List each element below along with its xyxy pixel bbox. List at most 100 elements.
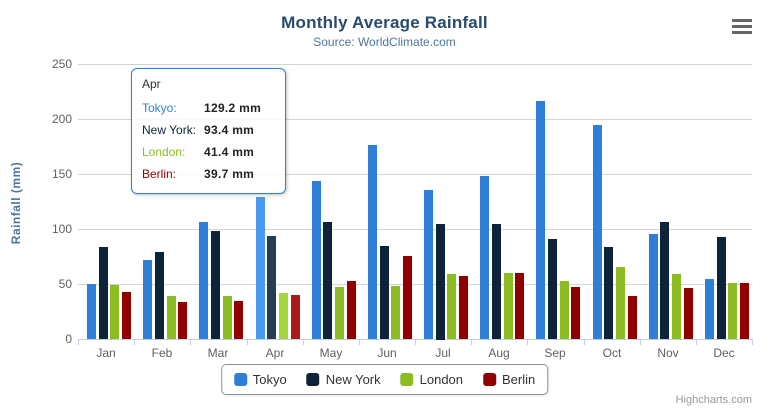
x-axis-tick: [247, 340, 248, 345]
tooltip-series-label: London:: [142, 145, 186, 159]
tooltip-series-value: 129.2 mm: [204, 101, 262, 115]
legend-label: Tokyo: [252, 372, 287, 387]
column-berlin-oct[interactable]: [628, 296, 637, 339]
column-berlin-dec[interactable]: [740, 283, 749, 339]
y-axis-title: Rainfall (mm): [9, 161, 23, 245]
gridline: [78, 284, 752, 285]
column-london-feb[interactable]: [167, 296, 176, 339]
column-berlin-sep[interactable]: [571, 287, 580, 339]
column-new-york-apr[interactable]: [267, 236, 276, 339]
column-new-york-jun[interactable]: [380, 246, 389, 339]
column-new-york-dec[interactable]: [717, 237, 726, 339]
tooltip-series-value: 93.4 mm: [204, 123, 255, 137]
x-axis-tick: [78, 340, 79, 345]
column-london-oct[interactable]: [616, 267, 625, 339]
tooltip-row: Berlin: 39.7 mm: [142, 163, 275, 185]
x-axis-label: May: [319, 346, 343, 360]
column-berlin-feb[interactable]: [178, 302, 187, 339]
export-menu-icon[interactable]: [732, 19, 752, 34]
chart-title: Monthly Average Rainfall: [281, 13, 488, 32]
tooltip: Apr Tokyo: 129.2 mm New York: 93.4 mm London…: [131, 68, 286, 194]
x-axis-label: Jan: [96, 346, 116, 360]
x-axis-tick: [190, 340, 191, 345]
y-axis-label: 250: [51, 57, 72, 71]
x-axis-label: Mar: [207, 346, 229, 360]
column-london-dec[interactable]: [728, 283, 737, 339]
column-tokyo-oct[interactable]: [593, 125, 602, 339]
gridline: [78, 174, 752, 175]
column-tokyo-may[interactable]: [312, 181, 321, 339]
legend-item-new-york[interactable]: New York: [306, 372, 381, 387]
column-berlin-mar[interactable]: [234, 301, 243, 339]
column-tokyo-nov[interactable]: [649, 234, 658, 339]
column-tokyo-dec[interactable]: [705, 279, 714, 339]
x-axis-tick: [303, 340, 304, 345]
column-london-nov[interactable]: [672, 274, 681, 339]
legend-item-london[interactable]: London: [400, 372, 463, 387]
column-new-york-jul[interactable]: [436, 224, 445, 340]
x-axis-label: Dec: [713, 346, 735, 360]
x-axis-tick: [134, 340, 135, 345]
column-new-york-oct[interactable]: [604, 247, 613, 339]
column-tokyo-mar[interactable]: [199, 222, 208, 339]
x-axis-tick: [527, 340, 528, 345]
column-berlin-jan[interactable]: [122, 292, 131, 339]
column-new-york-nov[interactable]: [660, 222, 669, 339]
column-new-york-sep[interactable]: [548, 239, 557, 339]
gridline: [78, 229, 752, 230]
menu-bar: [732, 19, 752, 22]
column-tokyo-feb[interactable]: [143, 260, 152, 339]
column-london-aug[interactable]: [504, 273, 513, 339]
column-new-york-mar[interactable]: [211, 231, 220, 339]
column-london-apr[interactable]: [279, 293, 288, 339]
column-tokyo-sep[interactable]: [536, 101, 545, 339]
tooltip-series-value: 41.4 mm: [204, 145, 255, 159]
column-tokyo-jul[interactable]: [424, 190, 433, 339]
x-axis-tick: [640, 340, 641, 345]
legend-item-berlin[interactable]: Berlin: [483, 372, 535, 387]
column-new-york-jan[interactable]: [99, 247, 108, 339]
column-berlin-may[interactable]: [347, 281, 356, 339]
column-berlin-nov[interactable]: [684, 288, 693, 339]
x-axis-label: Sep: [544, 346, 566, 360]
tooltip-row: New York: 93.4 mm: [142, 119, 275, 141]
tooltip-series-label: New York:: [142, 123, 197, 137]
highcharts-credit[interactable]: Highcharts.com: [675, 394, 752, 406]
column-tokyo-jun[interactable]: [368, 145, 377, 339]
column-london-mar[interactable]: [223, 296, 232, 339]
column-london-jun[interactable]: [391, 286, 400, 339]
menu-bar: [732, 25, 752, 28]
gridline: [78, 64, 752, 65]
column-berlin-jul[interactable]: [459, 276, 468, 339]
y-axis-label: 150: [51, 167, 72, 181]
menu-bar: [732, 31, 752, 34]
column-london-sep[interactable]: [560, 281, 569, 339]
column-berlin-jun[interactable]: [403, 256, 412, 339]
column-london-jul[interactable]: [447, 274, 456, 339]
column-tokyo-apr[interactable]: [256, 197, 265, 339]
column-berlin-aug[interactable]: [515, 273, 524, 339]
column-new-york-feb[interactable]: [155, 252, 164, 339]
x-axis-label: Jul: [435, 346, 451, 360]
column-new-york-aug[interactable]: [492, 224, 501, 339]
column-new-york-may[interactable]: [323, 222, 332, 339]
legend-label: New York: [325, 372, 381, 387]
tooltip-series-label: Berlin:: [142, 167, 177, 181]
legend-swatch-icon: [306, 373, 320, 386]
x-axis-tick: [584, 340, 585, 345]
column-tokyo-jan[interactable]: [87, 284, 96, 339]
x-axis-tick: [359, 340, 360, 345]
legend-label: Berlin: [502, 372, 536, 387]
x-axis-label: Aug: [488, 346, 510, 360]
column-london-jan[interactable]: [110, 285, 119, 339]
column-london-may[interactable]: [335, 287, 344, 339]
column-tokyo-aug[interactable]: [480, 176, 489, 339]
legend-swatch-icon: [483, 373, 497, 386]
x-axis-label: Nov: [657, 346, 679, 360]
legend-item-tokyo[interactable]: Tokyo: [233, 372, 287, 387]
column-berlin-apr[interactable]: [291, 295, 300, 339]
x-axis-label: Jun: [377, 346, 397, 360]
x-axis-tick: [415, 340, 416, 345]
tooltip-rows: Tokyo: 129.2 mm New York: 93.4 mm London: 41.…: [142, 97, 275, 185]
